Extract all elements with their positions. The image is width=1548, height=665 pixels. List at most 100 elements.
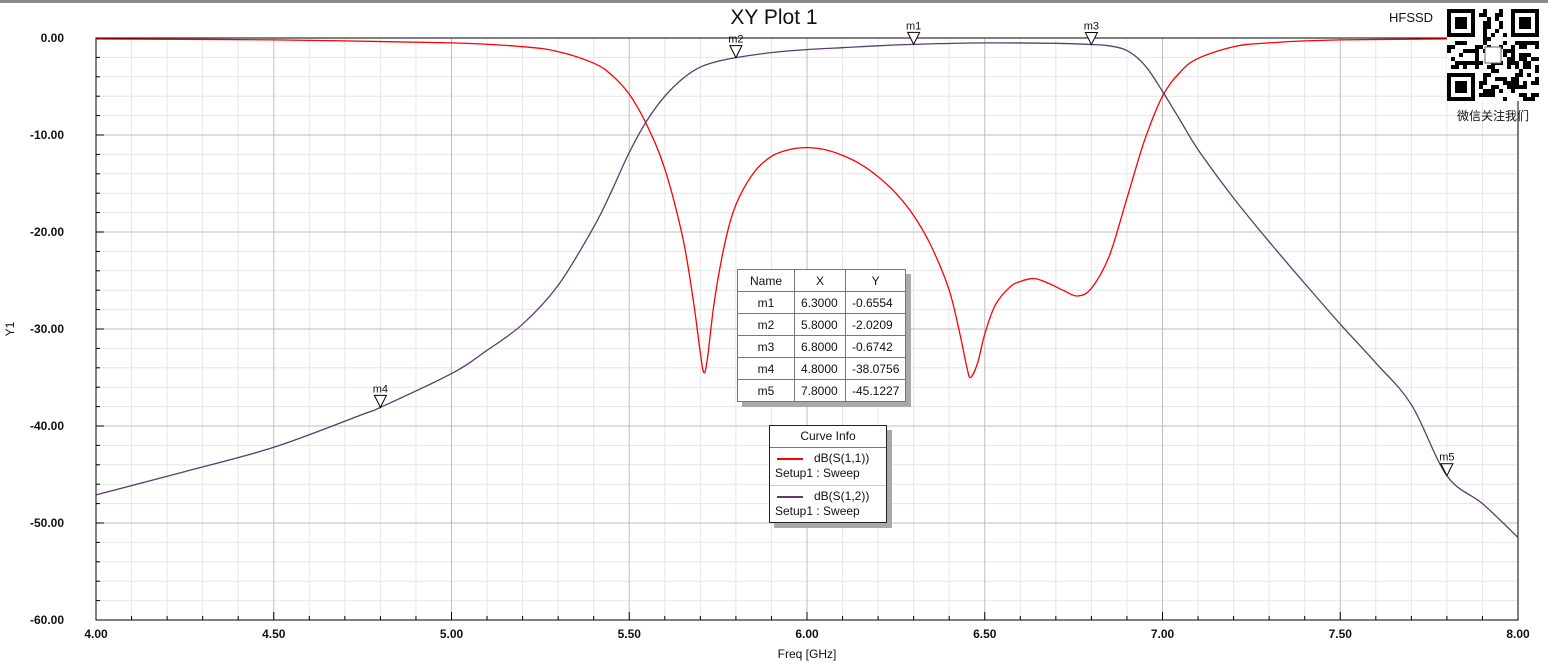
qr-module — [1523, 57, 1527, 61]
x-tick-label: 4.00 — [84, 627, 108, 641]
series-s11-line — [95, 37, 1519, 379]
qr-module — [1511, 77, 1515, 81]
qr-module — [1455, 65, 1459, 69]
qr-module — [1503, 49, 1507, 53]
legend-name-s12: dB(S(1,2)) — [814, 489, 870, 503]
qr-module — [1503, 97, 1507, 101]
series-s12-line — [95, 42, 1519, 538]
marker-x: 4.8000 — [794, 357, 846, 380]
qr-module — [1523, 81, 1527, 85]
qr-module — [1455, 41, 1459, 45]
qr-module — [1475, 61, 1479, 65]
qr-module — [1475, 53, 1479, 57]
qr-module — [1487, 21, 1491, 25]
qr-module — [1491, 93, 1495, 97]
legend-swatch-s12 — [777, 496, 803, 498]
qr-module — [1531, 93, 1535, 97]
qr-module — [1527, 97, 1531, 101]
qr-module — [1487, 65, 1491, 69]
qr-module — [1483, 9, 1487, 13]
qr-module — [1503, 81, 1507, 85]
qr-module — [1527, 61, 1531, 65]
marker-table-header-y: Y — [844, 269, 907, 292]
qr-module — [1499, 9, 1503, 13]
qr-module — [1491, 33, 1495, 37]
qr-module — [1451, 45, 1455, 49]
qr-module — [1507, 65, 1511, 69]
qr-module — [1507, 85, 1511, 89]
qr-module — [1463, 49, 1467, 53]
qr-module — [1475, 65, 1479, 69]
qr-module — [1483, 29, 1487, 33]
qr-module — [1487, 73, 1491, 77]
qr-module — [1451, 57, 1455, 61]
legend-title: Curve Info — [770, 426, 886, 448]
y-axis-title: Y1 — [3, 321, 17, 336]
plot-title: XY Plot 1 — [730, 6, 818, 29]
brand-tag: HFSSD — [1389, 10, 1434, 25]
qr-module — [1503, 41, 1507, 45]
qr-module — [1459, 53, 1463, 57]
marker-x: 6.8000 — [794, 335, 846, 358]
marker-name: m3 — [737, 335, 795, 358]
legend-swatch-s11 — [777, 458, 803, 460]
qr-module — [1491, 69, 1495, 73]
y-tick-label: -40.00 — [30, 419, 64, 433]
qr-module — [1527, 73, 1531, 77]
qr-module — [1515, 85, 1519, 89]
qr-module — [1463, 65, 1467, 69]
qr-module — [1487, 25, 1491, 29]
marker-table-row: m5 7.8000 -45.1227 — [737, 379, 907, 402]
qr-module — [1527, 53, 1531, 57]
qr-module — [1495, 77, 1499, 81]
marker-name: m5 — [737, 379, 795, 402]
marker-triangle-icon — [906, 31, 921, 46]
qr-finder-core — [1519, 17, 1531, 29]
qr-center-logo — [1484, 46, 1502, 64]
qr-module — [1507, 81, 1511, 85]
marker-label: m3 — [1084, 21, 1099, 33]
marker-m1: m1 — [906, 20, 921, 46]
qr-module — [1463, 61, 1467, 65]
qr-module — [1475, 49, 1479, 53]
qr-module — [1483, 89, 1487, 93]
qr-module — [1523, 41, 1527, 45]
marker-name: m4 — [737, 357, 795, 380]
qr-module — [1519, 41, 1523, 45]
y-tick-label: 0.00 — [41, 31, 65, 45]
marker-y: -0.6742 — [844, 335, 907, 358]
qr-module — [1515, 65, 1519, 69]
qr-module — [1499, 77, 1503, 81]
qr-module — [1483, 77, 1487, 81]
qr-module — [1535, 93, 1539, 97]
qr-module — [1467, 61, 1471, 65]
qr-module — [1447, 45, 1451, 49]
qr-module — [1491, 89, 1495, 93]
qr-module — [1491, 65, 1495, 69]
qr-module — [1511, 45, 1515, 49]
qr-module — [1523, 65, 1527, 69]
x-tick-label: 6.00 — [795, 627, 819, 641]
qr-module — [1475, 45, 1479, 49]
marker-x: 6.3000 — [794, 291, 846, 314]
qr-module — [1475, 57, 1479, 61]
qr-module — [1463, 41, 1467, 45]
qr-module — [1483, 33, 1487, 37]
marker-m5: m5 — [1439, 452, 1455, 477]
qr-module — [1499, 21, 1503, 25]
qr-module — [1499, 89, 1503, 93]
marker-triangle-icon — [729, 45, 743, 59]
legend-item-s11[interactable]: dB(S(1,1)) Setup1 : Sweep — [770, 448, 886, 485]
marker-table-row: m2 5.8000 -2.0209 — [737, 313, 907, 336]
x-tick-label: 7.00 — [1151, 627, 1175, 641]
x-tick-label: 6.50 — [973, 627, 997, 641]
legend-item-s12[interactable]: dB(S(1,2)) Setup1 : Sweep — [770, 485, 886, 523]
qr-module — [1483, 93, 1487, 97]
qr-module — [1483, 25, 1487, 29]
qr-module — [1535, 57, 1539, 61]
axis-ticks: 4.00 4.50 5.00 5.50 6.00 6.50 7.00 7.50 8.00 0.00… — [30, 31, 1530, 641]
marker-table-header-name: Name — [737, 269, 795, 292]
curve-info-legend[interactable]: Curve Info dB(S(1,1)) Setup1 : Sweep dB(… — [769, 425, 887, 523]
marker-label: m5 — [1439, 452, 1454, 464]
